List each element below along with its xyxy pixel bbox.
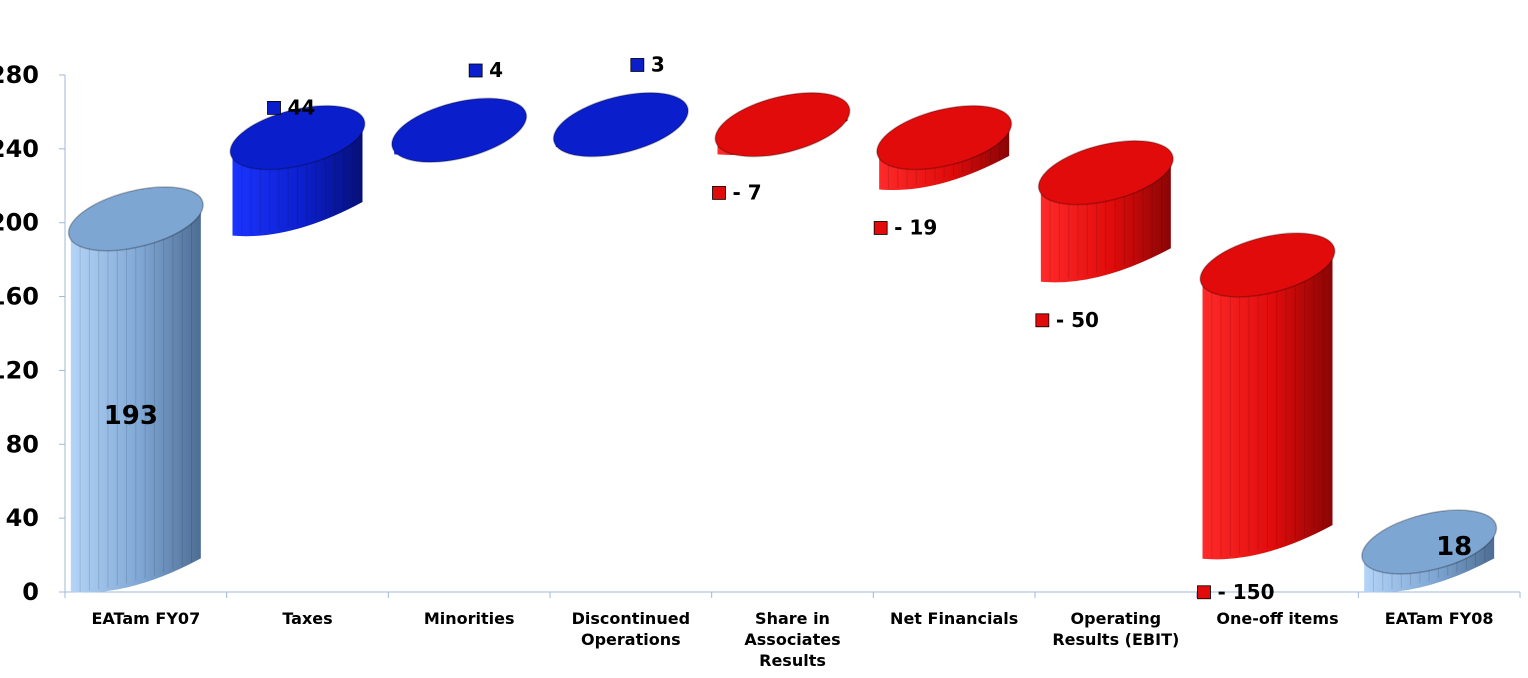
axis-layer: 0 40 80 120 160 200 240 280 EATam FY07 Taxes Minor…	[0, 61, 1521, 670]
bar-7-decrease	[1199, 232, 1336, 560]
x-tick-label: Discontinued Operations	[572, 609, 690, 649]
bar-body	[1202, 248, 1333, 560]
bar-6-decrease	[1037, 140, 1174, 283]
y-tick-label: 160	[0, 283, 39, 311]
x-tick-label: Minorities	[424, 609, 515, 628]
data-label-marker	[468, 63, 483, 78]
x-tick-label: Taxes	[282, 609, 332, 628]
bars-layer	[67, 92, 1498, 593]
bar-top-cap	[714, 92, 851, 158]
data-label-marker	[873, 221, 888, 235]
y-tick-label: 0	[22, 578, 39, 606]
x-tick-label: EATam FY08	[1385, 609, 1494, 628]
y-tick-label: 280	[0, 61, 39, 89]
data-label-marker	[1197, 585, 1211, 600]
x-tick-label: EATam FY07	[91, 609, 200, 628]
data-label-marker	[267, 100, 281, 115]
bar-top-cap	[1199, 232, 1336, 298]
bar-body	[70, 202, 201, 593]
data-label: - 150	[1218, 580, 1275, 604]
data-label: 18	[1436, 532, 1472, 562]
data-label-marker	[630, 58, 645, 72]
bar-8-total	[1361, 509, 1498, 593]
bar-top-cap	[1037, 140, 1174, 206]
bar-top-cap	[229, 104, 366, 171]
data-label-marker	[1035, 313, 1050, 328]
x-tick-label: Operating Results (EBIT)	[1052, 609, 1179, 649]
data-label: - 50	[1056, 308, 1099, 332]
data-label: - 7	[733, 180, 762, 204]
bar-5-decrease	[876, 104, 1013, 191]
data-label: 193	[104, 401, 158, 431]
bar-top-cap	[876, 104, 1013, 171]
x-tick-label: One-off items	[1216, 609, 1338, 628]
y-tick-label: 120	[0, 356, 39, 384]
y-tick-label: 40	[6, 504, 39, 532]
data-label: - 19	[894, 215, 937, 239]
data-label-marker	[712, 185, 726, 200]
y-tick-label: 200	[0, 209, 39, 237]
bar-top-cap	[391, 97, 528, 163]
bar-top-cap	[552, 92, 689, 158]
bar-2-increase	[391, 97, 528, 163]
bar-0-total	[67, 186, 204, 593]
data-label: 44	[288, 95, 316, 119]
x-tick-label: Net Financials	[890, 609, 1018, 628]
data-label: 3	[651, 52, 665, 76]
x-tick-label: Share in Associates Results	[744, 609, 840, 670]
y-tick-label: 240	[0, 135, 39, 163]
bar-1-increase	[229, 104, 366, 237]
bar-top-cap	[67, 186, 204, 252]
y-tick-label: 80	[6, 430, 39, 458]
data-label: 4	[489, 58, 503, 82]
bar-top-cap	[1361, 509, 1498, 575]
bar-3-increase	[552, 92, 689, 158]
bar-4-decrease	[714, 92, 851, 158]
